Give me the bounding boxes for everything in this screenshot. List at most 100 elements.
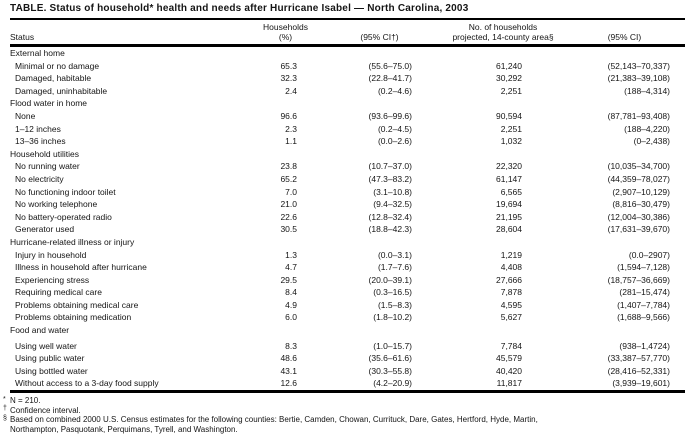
col-header-ci1-label: (95% CI†) (360, 31, 399, 42)
pct-cell: 4.7 (285, 262, 297, 273)
pct-cell: 22.6 (280, 211, 297, 222)
col-header-projected-line1: No. of households (468, 22, 538, 32)
count-cell: 28,604 (496, 224, 522, 235)
count-cell: 1,032 (500, 136, 522, 147)
ci2-cell: (44,359–78,027) (607, 173, 670, 184)
ci-cell: (0.2–4.6) (377, 85, 412, 96)
count-cell: 22,320 (496, 161, 522, 172)
count-cell: 7,784 (500, 340, 522, 351)
header-row: Status Households (%) (95% CI†) No. of h… (10, 20, 685, 47)
ci-cell: (9.4–32.5) (373, 199, 412, 210)
table-row: No functioning indoor toilet 7.0 (3.1–10.8… (10, 186, 685, 199)
table-row: Generator used 30.5 (18.8–42.3) 28,604 (17,6… (10, 223, 685, 236)
count-cell: 90,594 (496, 110, 522, 121)
section-row: Hurricane-related illness or injury (10, 236, 685, 249)
ci2-cell: (281–15,474) (619, 287, 670, 298)
pct-cell: 48.6 (280, 353, 297, 364)
table-row: Damaged, habitable 32.3 (22.8–41.7) 30,292 (… (10, 72, 685, 85)
status-cell: None (15, 110, 36, 121)
pct-cell: 12.6 (280, 378, 297, 389)
pct-cell: 1.1 (285, 136, 297, 147)
section-label: External home (10, 48, 65, 58)
table-row: No working telephone 21.0 (9.4–32.5) 19,694… (10, 198, 685, 211)
ci-cell: (4.2–20.9) (373, 378, 412, 389)
ci-cell: (47.3–83.2) (368, 173, 412, 184)
ci-cell: (22.8–41.7) (368, 73, 412, 84)
ci-cell: (30.3–55.8) (368, 365, 412, 376)
pct-cell: 23.8 (280, 161, 297, 172)
footnote: § Based on combined 2000 U.S. Census esti… (3, 415, 685, 434)
table-title: TABLE. Status of household* health and n… (10, 3, 685, 20)
ci2-cell: (2,907–10,129) (612, 186, 670, 197)
ci-cell: (0.0–2.6) (377, 136, 412, 147)
status-cell: Damaged, uninhabitable (15, 85, 108, 96)
pct-cell: 30.5 (280, 224, 297, 235)
ci2-cell: (17,631–39,670) (607, 224, 670, 235)
status-cell: Generator used (15, 224, 75, 235)
col-header-ci2-label: (95% CI) (607, 31, 642, 42)
section-row: Household utilities (10, 148, 685, 161)
count-cell: 4,408 (500, 262, 522, 273)
section-row: Food and water (10, 324, 685, 337)
pct-cell: 65.2 (280, 173, 297, 184)
footnote-text: Confidence interval. (10, 405, 81, 415)
pct-cell: 8.4 (285, 287, 297, 298)
count-cell: 2,251 (500, 123, 522, 134)
count-cell: 61,240 (496, 60, 522, 71)
ci-cell: (93.6–99.6) (368, 110, 412, 121)
ci2-cell: (87,781–93,408) (607, 110, 670, 121)
status-cell: Injury in household (15, 249, 87, 260)
count-cell: 21,195 (496, 211, 522, 222)
section-label: Hurricane-related illness or injury (10, 236, 135, 247)
pct-cell: 32.3 (280, 73, 297, 84)
status-cell: Without access to a 3-day food supply (15, 378, 159, 389)
health-needs-table: Status Households (%) (95% CI†) No. of h… (10, 20, 685, 394)
status-cell: Illness in household after hurricane (15, 262, 147, 273)
table-row: Using well water 8.3 (1.0–15.7) 7,784 (938–1… (10, 337, 685, 353)
count-cell: 7,878 (500, 287, 522, 298)
table-row: None 96.6 (93.6–99.6) 90,594 (87,781–93,408) (10, 110, 685, 123)
ci2-cell: (1,594–7,128) (617, 262, 670, 273)
count-cell: 19,694 (496, 199, 522, 210)
col-header-ci2: (95% CI) (522, 20, 685, 47)
pct-cell: 2.3 (285, 123, 297, 134)
ci2-cell: (188–4,220) (624, 123, 670, 134)
ci-cell: (10.7–37.0) (368, 161, 412, 172)
table-row: Requiring medical care 8.4 (0.3–16.5) 7,878… (10, 286, 685, 299)
section-label: Food and water (10, 325, 70, 336)
col-header-projected-line2: projected, 14-county area§ (452, 31, 554, 42)
ci2-cell: (28,416–52,331) (607, 365, 670, 376)
ci-cell: (1.0–15.7) (373, 340, 412, 351)
table-row: Using public water 48.6 (35.6–61.6) 45,579 (… (10, 352, 685, 365)
ci-cell: (1.8–10.2) (373, 312, 412, 323)
pct-cell: 29.5 (280, 274, 297, 285)
count-cell: 1,219 (500, 249, 522, 260)
table-body: External home Minimal or no damage 65.3 (55… (10, 46, 685, 392)
table-row: No running water 23.8 (10.7–37.0) 22,320 (10… (10, 160, 685, 173)
status-cell: No working telephone (15, 199, 98, 210)
footnote-marker: * (3, 395, 6, 403)
ci-cell: (0.0–3.1) (377, 249, 412, 260)
section-row: Flood water in home (10, 97, 685, 110)
pct-cell: 43.1 (280, 365, 297, 376)
table-row: Illness in household after hurricane 4.7 (… (10, 261, 685, 274)
status-cell: Experiencing stress (15, 274, 90, 285)
col-header-households-pct: Households (%) (240, 20, 308, 47)
ci-cell: (3.1–10.8) (373, 186, 412, 197)
col-header-projected: No. of households projected, 14-county a… (412, 20, 554, 47)
status-cell: Problems obtaining medical care (15, 299, 139, 310)
count-cell: 30,292 (496, 73, 522, 84)
table-header: Status Households (%) (95% CI†) No. of h… (10, 20, 685, 47)
col-header-status-label: Status (10, 31, 35, 42)
table-row: Experiencing stress 29.5 (20.0–39.1) 27,666… (10, 274, 685, 287)
status-cell: No electricity (15, 173, 64, 184)
status-cell: Minimal or no damage (15, 60, 100, 71)
table-row: Minimal or no damage 65.3 (55.6–75.0) 61,24… (10, 60, 685, 73)
ci-cell: (1.7–7.6) (377, 262, 412, 273)
ci2-cell: (21,383–39,108) (607, 73, 670, 84)
section-row: External home (10, 46, 685, 60)
status-cell: 1–12 inches (15, 123, 61, 134)
table-row: No battery-operated radio 22.6 (12.8–32.4)… (10, 211, 685, 224)
col-header-status: Status (10, 20, 240, 47)
